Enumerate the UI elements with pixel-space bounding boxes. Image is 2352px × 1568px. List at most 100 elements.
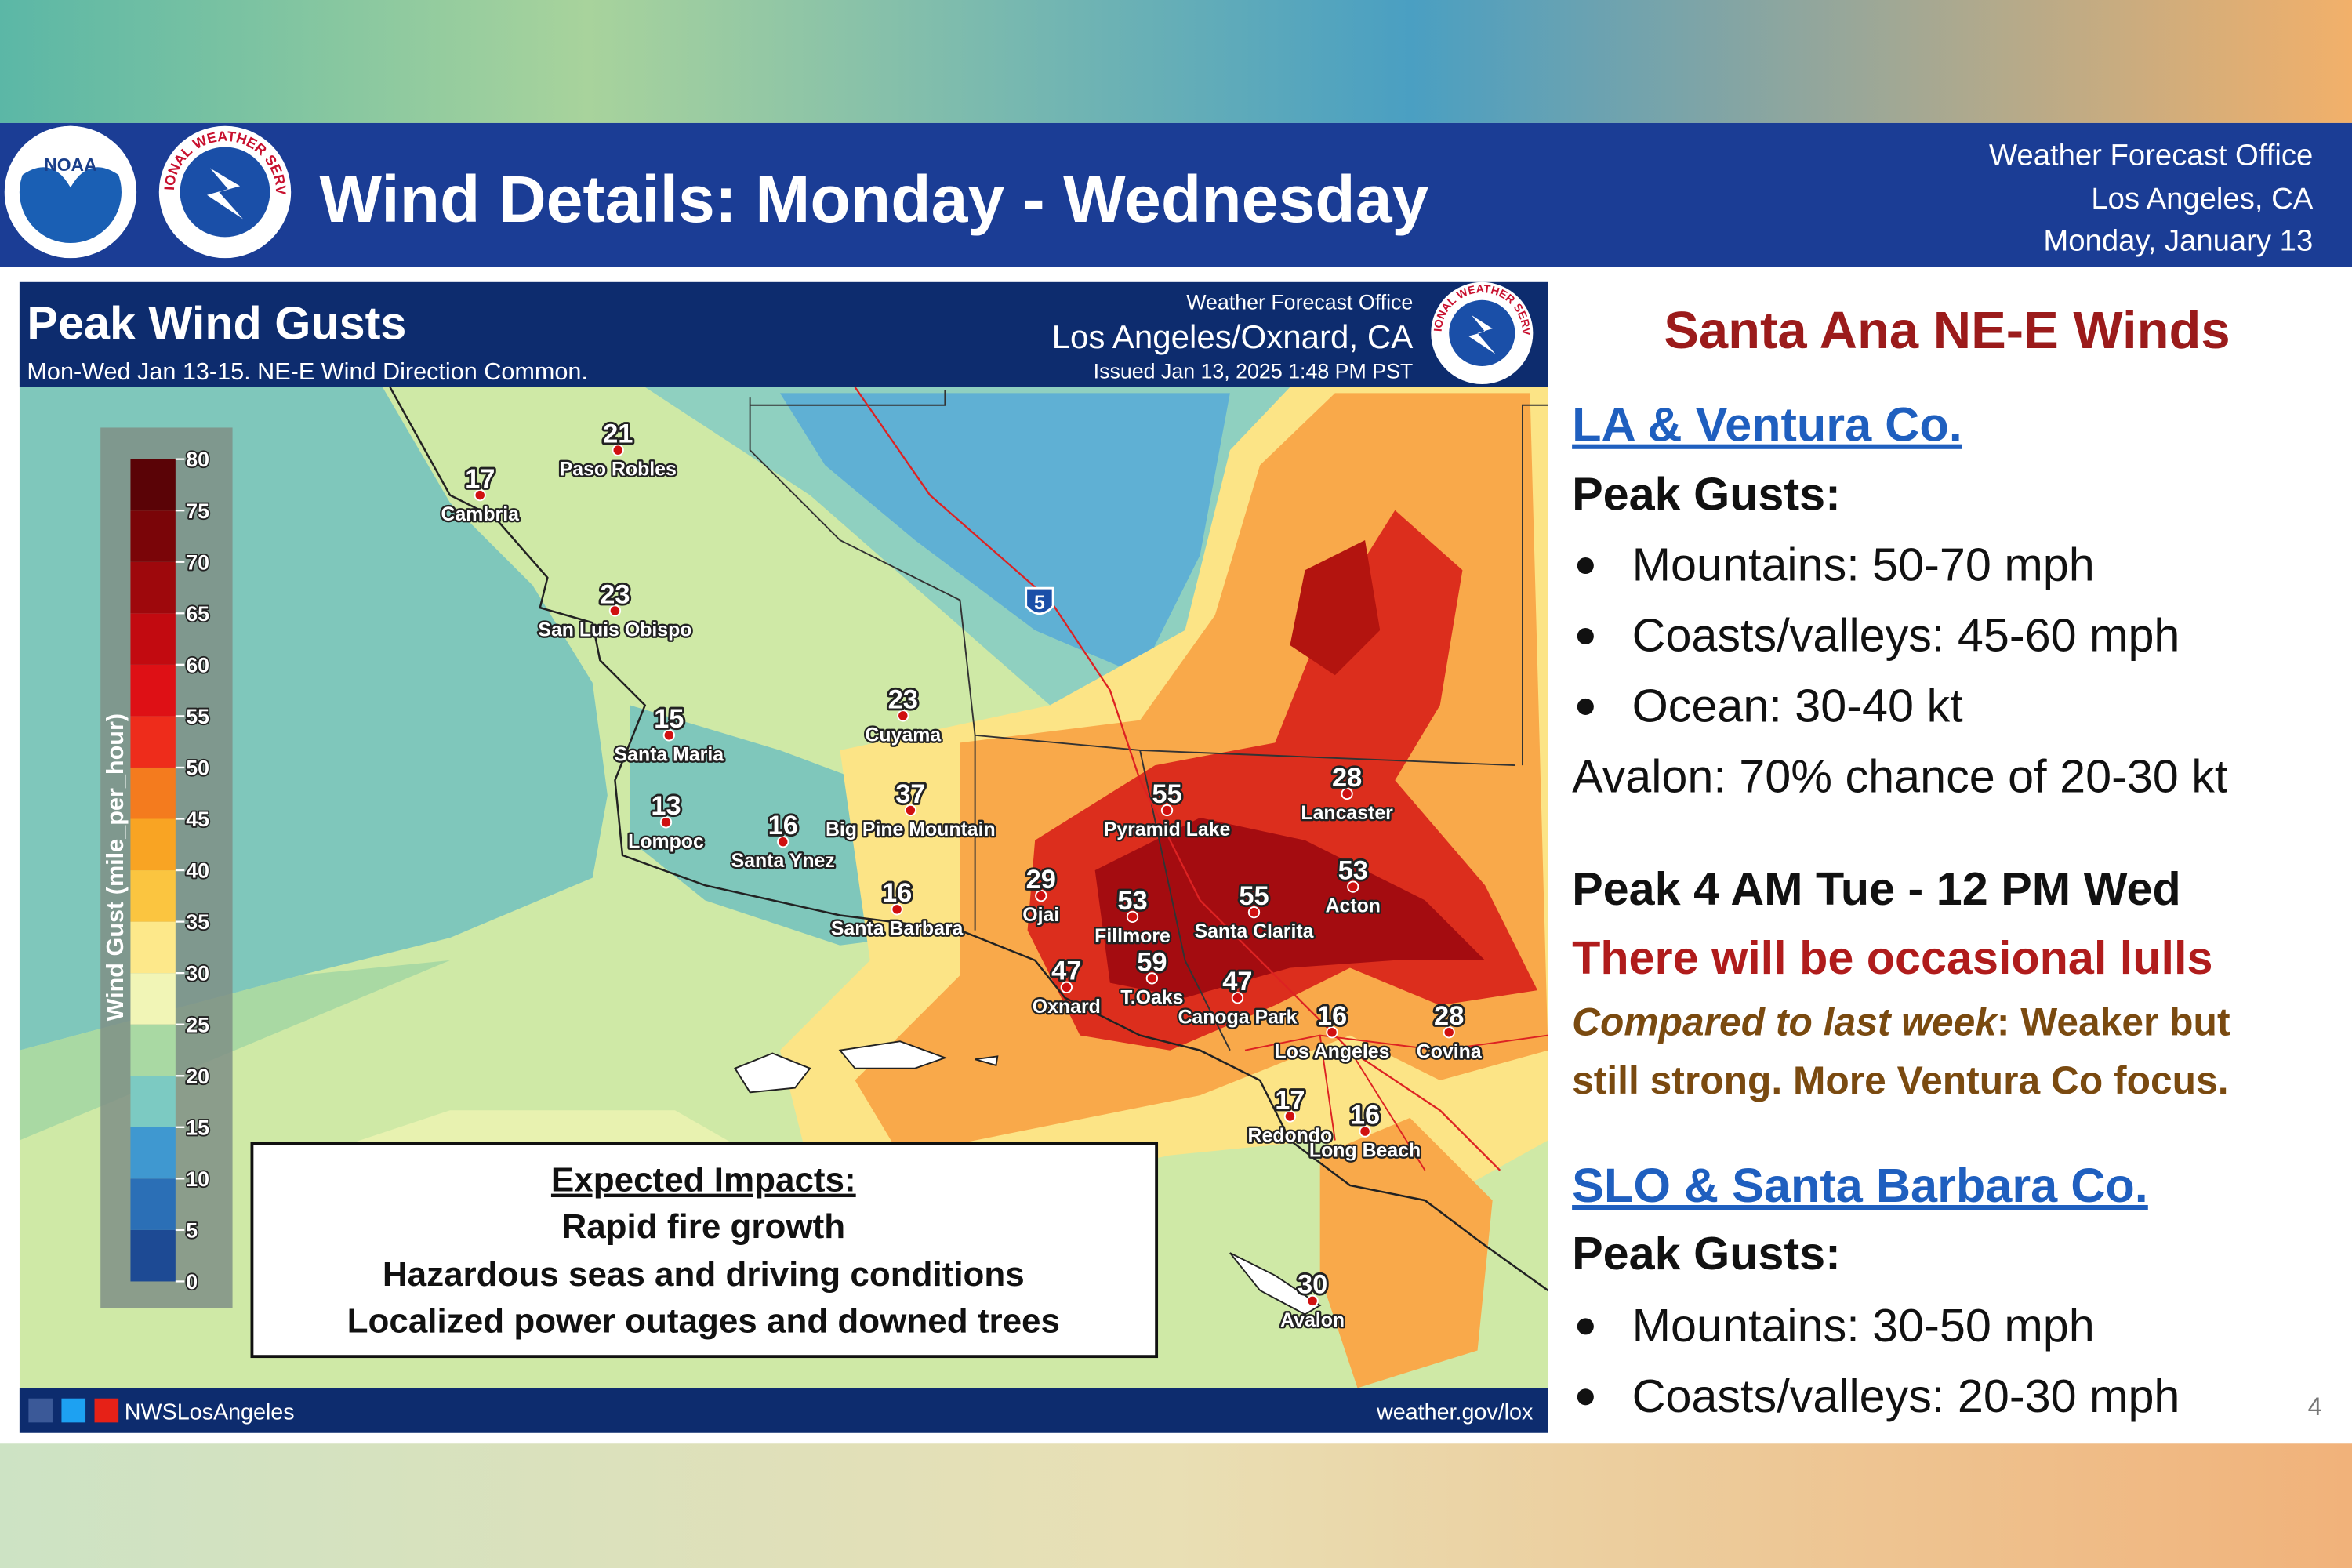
station-value: 59 — [1137, 947, 1167, 977]
office-line: Weather Forecast Office — [1989, 139, 2313, 172]
map-subtitle: Mon-Wed Jan 13-15. NE-E Wind Direction C… — [27, 358, 588, 385]
impacts-box: Expected Impacts: Rapid fire growth Haza… — [250, 1142, 1159, 1359]
station-value: 23 — [600, 579, 630, 609]
legend-swatch — [130, 1229, 176, 1282]
bullet-text: Coasts/valleys: 45-60 mph — [1632, 609, 2180, 662]
station-dot — [777, 836, 789, 848]
station-value: 23 — [888, 684, 918, 714]
impacts-heading: Expected Impacts: — [551, 1161, 856, 1200]
bullet-dot — [1577, 627, 1594, 645]
station-dot — [1126, 910, 1139, 924]
legend-tick-label: 10 — [186, 1167, 209, 1191]
station-name: Fillmore — [1094, 925, 1171, 947]
legend-swatch — [130, 921, 176, 974]
station-dot — [1306, 1294, 1319, 1307]
comparison: Compared to last week: Weaker but — [1572, 1000, 2230, 1044]
comparison-text: : Weaker but — [1997, 1000, 2230, 1044]
station-name: Redondo — [1248, 1124, 1333, 1146]
station-dot — [1283, 1110, 1297, 1123]
legend-tick-label: 55 — [186, 705, 209, 728]
legend-swatch — [130, 1178, 176, 1230]
legend-tick-label: 25 — [186, 1013, 209, 1036]
legend-tick-label: 0 — [186, 1270, 198, 1294]
legend-tick-label: 30 — [186, 962, 209, 985]
map-title: Peak Wind Gusts — [27, 297, 406, 350]
legend-tick-label: 20 — [186, 1065, 209, 1088]
impact-item: Localized power outages and downed trees — [347, 1302, 1060, 1341]
station-dot — [659, 816, 673, 829]
station-value: 53 — [1117, 886, 1147, 916]
station-value: 28 — [1434, 1001, 1464, 1031]
station-dot — [608, 604, 622, 617]
bullet-dot — [1577, 1318, 1594, 1335]
station-dot — [1060, 981, 1073, 993]
station-value: 37 — [895, 779, 925, 809]
stations: 21 Paso Robles 17 Cambria 23 San Luis Obispo 1… — [439, 417, 1483, 1334]
station-name: Cambria — [441, 503, 520, 525]
peak-timing: Peak 4 AM Tue - 12 PM Wed — [1572, 862, 2181, 915]
page-title: Wind Details: Monday - Wednesday — [320, 162, 1429, 236]
legend-tick-label: 40 — [186, 859, 209, 883]
station-name: Lancaster — [1301, 802, 1393, 824]
station-dot — [891, 903, 903, 916]
bullet-text: Mountains: 50-70 mph — [1632, 539, 2095, 591]
station-value: 30 — [1298, 1270, 1327, 1300]
footer-url: weather.gov/lox — [1376, 1400, 1534, 1425]
station-name: Canoga Park — [1178, 1006, 1297, 1028]
legend-tick-label: 65 — [186, 602, 209, 626]
bullet-text: Mountains: 30-50 mph — [1632, 1299, 2095, 1352]
bullet-text: Coasts/valleys: 20-30 mph — [1632, 1370, 2180, 1422]
station-name: Los Angeles — [1275, 1040, 1390, 1062]
station-dot — [904, 804, 917, 817]
legend-tick-label: 80 — [186, 448, 209, 471]
legend-swatch — [130, 613, 176, 665]
station-value: 29 — [1026, 865, 1056, 895]
station-name: Acton — [1326, 895, 1381, 917]
station-value: 55 — [1152, 779, 1181, 809]
legend-swatch — [130, 973, 176, 1025]
legend-tick-label: 5 — [186, 1218, 198, 1242]
bullets: Mountains: 30-50 mph Coasts/valleys: 20-3… — [1577, 1299, 2180, 1422]
logo-text: NOAA — [44, 154, 97, 175]
highway — [854, 387, 1501, 1171]
station-value: 15 — [654, 704, 684, 734]
legend-swatch — [130, 459, 176, 511]
note: Avalon: 70% chance of 20-30 kt — [1572, 750, 2228, 803]
station-dot — [1160, 804, 1174, 817]
station-name: Cuyama — [865, 724, 941, 746]
county-lines — [749, 390, 1548, 1051]
legend-swatch — [130, 664, 176, 717]
header-bar — [0, 122, 2352, 267]
legend-tick-label: 75 — [186, 499, 209, 523]
station-value: 55 — [1239, 881, 1269, 911]
legend-tick-label: 50 — [186, 757, 209, 780]
legend-swatch — [130, 561, 176, 614]
station-dot — [1326, 1026, 1338, 1039]
bottom-band — [0, 1443, 2352, 1568]
station-name: Oxnard — [1033, 996, 1101, 1018]
interstate-shield — [1025, 586, 1054, 615]
bullet-dot — [1577, 557, 1594, 575]
legend-swatch — [130, 510, 176, 562]
legend-tick-label: 70 — [186, 550, 209, 574]
station-name: T.Oaks — [1120, 986, 1183, 1008]
station-dot — [1231, 992, 1244, 1004]
social-icon — [61, 1398, 86, 1423]
legend-swatch — [130, 767, 176, 819]
station-name: Lompoc — [628, 830, 704, 852]
wind-darkred — [1290, 539, 1381, 676]
station-value: 13 — [651, 791, 681, 821]
station-value: 21 — [603, 419, 633, 449]
station-dot — [474, 488, 486, 502]
subheading: Peak Gusts: — [1572, 468, 1841, 521]
station-name: Santa Ynez — [731, 850, 835, 872]
station-name: Pyramid Lake — [1104, 818, 1231, 840]
comparison-lead: Compared to last week — [1572, 1000, 1998, 1044]
impact-item: Rapid fire growth — [561, 1207, 845, 1246]
station-value: 17 — [465, 464, 495, 494]
station-value: 28 — [1332, 763, 1362, 793]
station-dot — [1359, 1125, 1371, 1138]
social-icon — [28, 1398, 53, 1423]
map-location: Los Angeles/Oxnard, CA — [1052, 318, 1414, 355]
coastline — [389, 387, 1548, 1291]
